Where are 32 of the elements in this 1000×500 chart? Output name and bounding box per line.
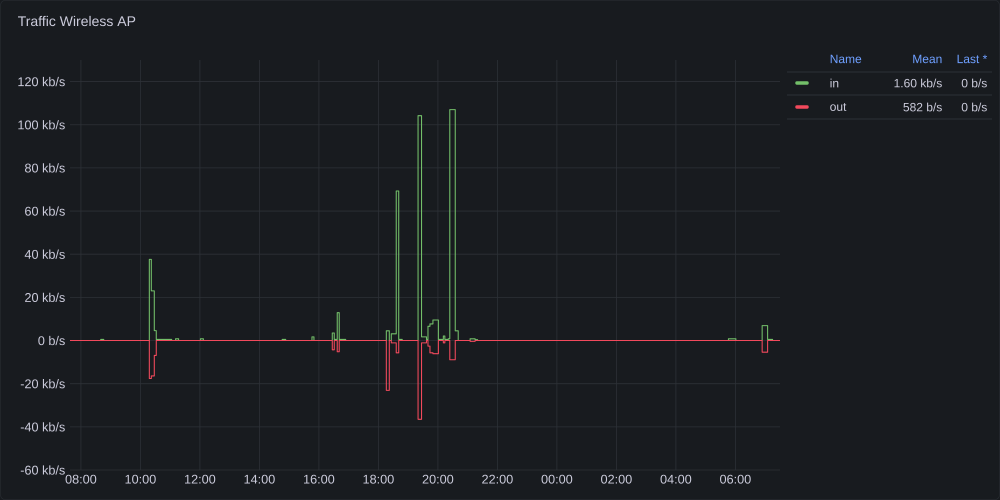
y-tick-label: -40 kb/s — [20, 422, 65, 432]
legend-label: out — [830, 103, 846, 111]
y-tick-label: -20 kb/s — [20, 379, 65, 388]
y-tick-label: 0 b/s — [38, 336, 65, 346]
legend-label: in — [830, 78, 838, 88]
text: Mean — [913, 54, 942, 64]
x-tick-label: 22:00 — [482, 474, 513, 484]
x-tick-label: 18:00 — [364, 474, 394, 484]
y-tick-label: 20 kb/s — [25, 292, 65, 302]
x-tick-label: 06:00 — [720, 474, 751, 484]
x-tick-label: 20:00 — [422, 474, 454, 484]
y-tick-label: 120 kb/s — [18, 76, 65, 86]
y-tick-label: -60 kb/s — [20, 465, 65, 475]
x-tick-label: 04:00 — [660, 474, 692, 484]
y-tick-label: 80 kb/s — [24, 163, 65, 173]
x-tick-label: 16:00 — [304, 474, 334, 484]
x-tick-label: 00:00 — [542, 474, 572, 484]
text: 582 b/s — [903, 102, 942, 112]
x-tick-label: 10:00 — [126, 474, 156, 484]
chart-title: Traffic Wireless AP — [18, 16, 136, 26]
text: 0 b/s — [962, 78, 987, 88]
text: 1.60 kb/s — [894, 78, 942, 88]
y-tick-label: 60 kb/s — [25, 206, 65, 216]
y-tick-label: 40 kb/s — [24, 250, 65, 259]
x-tick-label: 02:00 — [601, 474, 632, 484]
text: Name — [830, 54, 862, 64]
text: 0 b/s — [962, 102, 987, 112]
text: Last * — [958, 54, 988, 64]
x-tick-label: 12:00 — [185, 474, 216, 484]
x-tick-label: 14:00 — [244, 474, 275, 484]
y-tick-label: 100 kb/s — [18, 120, 65, 130]
x-tick-label: 08:00 — [66, 474, 96, 484]
